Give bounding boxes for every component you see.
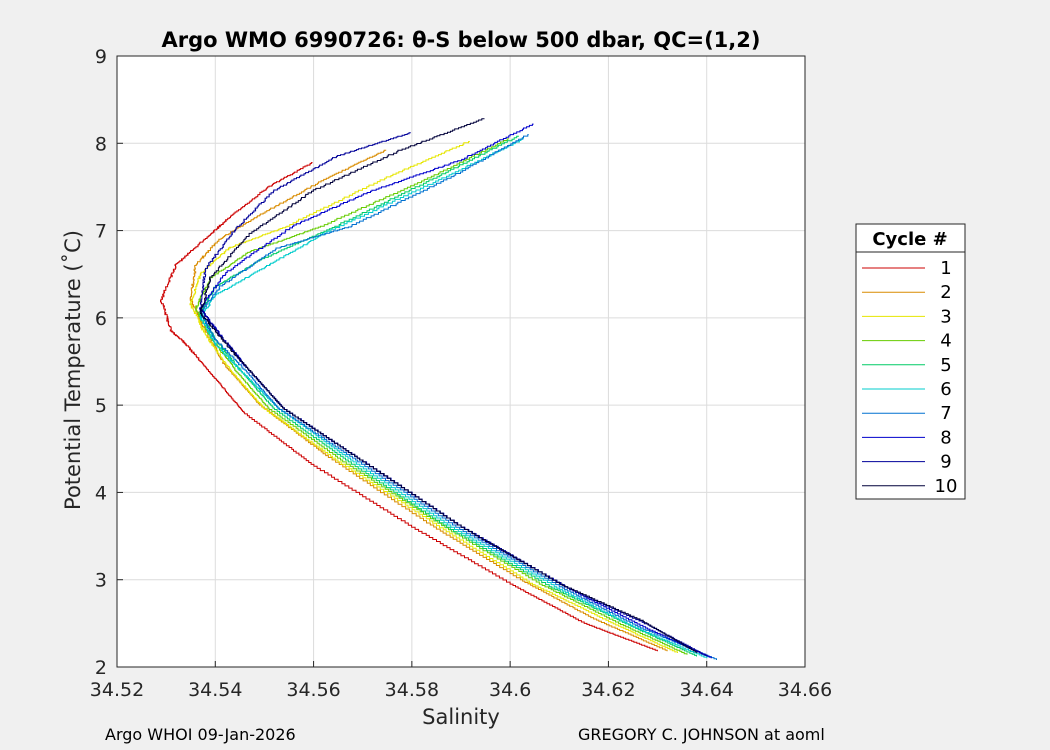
legend-label-6: 6 [940,379,951,400]
y-tick-labels: 2 3 4 5 6 7 8 9 [95,46,107,679]
series-line-cycle-5 [199,135,697,657]
series-line-cycle-6 [199,138,708,659]
series-line-cycle-1 [160,162,658,652]
y-axis-label: Potential Temperature (˚C) [61,230,85,510]
x-tick-label: 34.62 [581,679,635,701]
series-group [160,118,717,660]
x-tick-label: 34.64 [680,679,734,701]
legend-label-4: 4 [940,331,951,352]
y-tick-label: 2 [95,657,107,679]
legend-label-8: 8 [940,427,951,448]
series-line-cycle-9 [199,132,708,657]
legend-label-9: 9 [940,452,951,473]
y-tick-label: 9 [95,46,107,68]
legend-items: 1 2 3 4 5 6 7 8 9 10 [862,258,957,497]
footer-right: GREGORY C. JOHNSON at aoml [578,725,825,744]
x-tick-label: 34.56 [286,679,340,701]
y-tick-label: 3 [95,570,107,592]
x-tick-label: 34.54 [188,679,242,701]
x-tick-labels: 34.52 34.54 34.56 34.58 34.6 34.62 34.64 34.66 [90,679,832,701]
series-line-cycle-10 [199,118,698,653]
y-tick-label: 5 [95,395,107,417]
chart-title: Argo WMO 6990726: θ-S below 500 dbar, QC… [162,28,761,52]
series-line-cycle-2 [189,149,668,652]
x-tick-label: 34.6 [489,679,531,701]
series-line-cycle-3 [189,141,678,653]
x-tick-label: 34.52 [90,679,144,701]
y-tick-label: 7 [95,221,107,243]
legend-label-1: 1 [940,258,951,279]
legend-label-2: 2 [940,282,951,303]
legend-title: Cycle # [872,229,947,250]
legend-box [855,223,966,500]
series-line-cycle-7 [199,134,717,660]
y-tick-label: 6 [95,308,107,330]
plot-frame [116,55,806,668]
legend-label-3: 3 [940,306,951,327]
legend: Cycle # 1 2 3 4 5 6 7 8 9 10 [855,223,966,500]
legend-label-5: 5 [940,355,951,376]
y-tick-label: 4 [95,482,107,504]
y-tick-label: 8 [95,133,107,155]
legend-label-10: 10 [935,476,958,497]
x-tick-label: 34.58 [385,679,439,701]
x-tick-label: 34.66 [778,679,832,701]
legend-label-7: 7 [940,403,951,424]
plot-area [117,56,805,667]
footer-left: Argo WHOI 09-Jan-2026 [105,725,296,744]
x-axis-label: Salinity [422,705,500,729]
